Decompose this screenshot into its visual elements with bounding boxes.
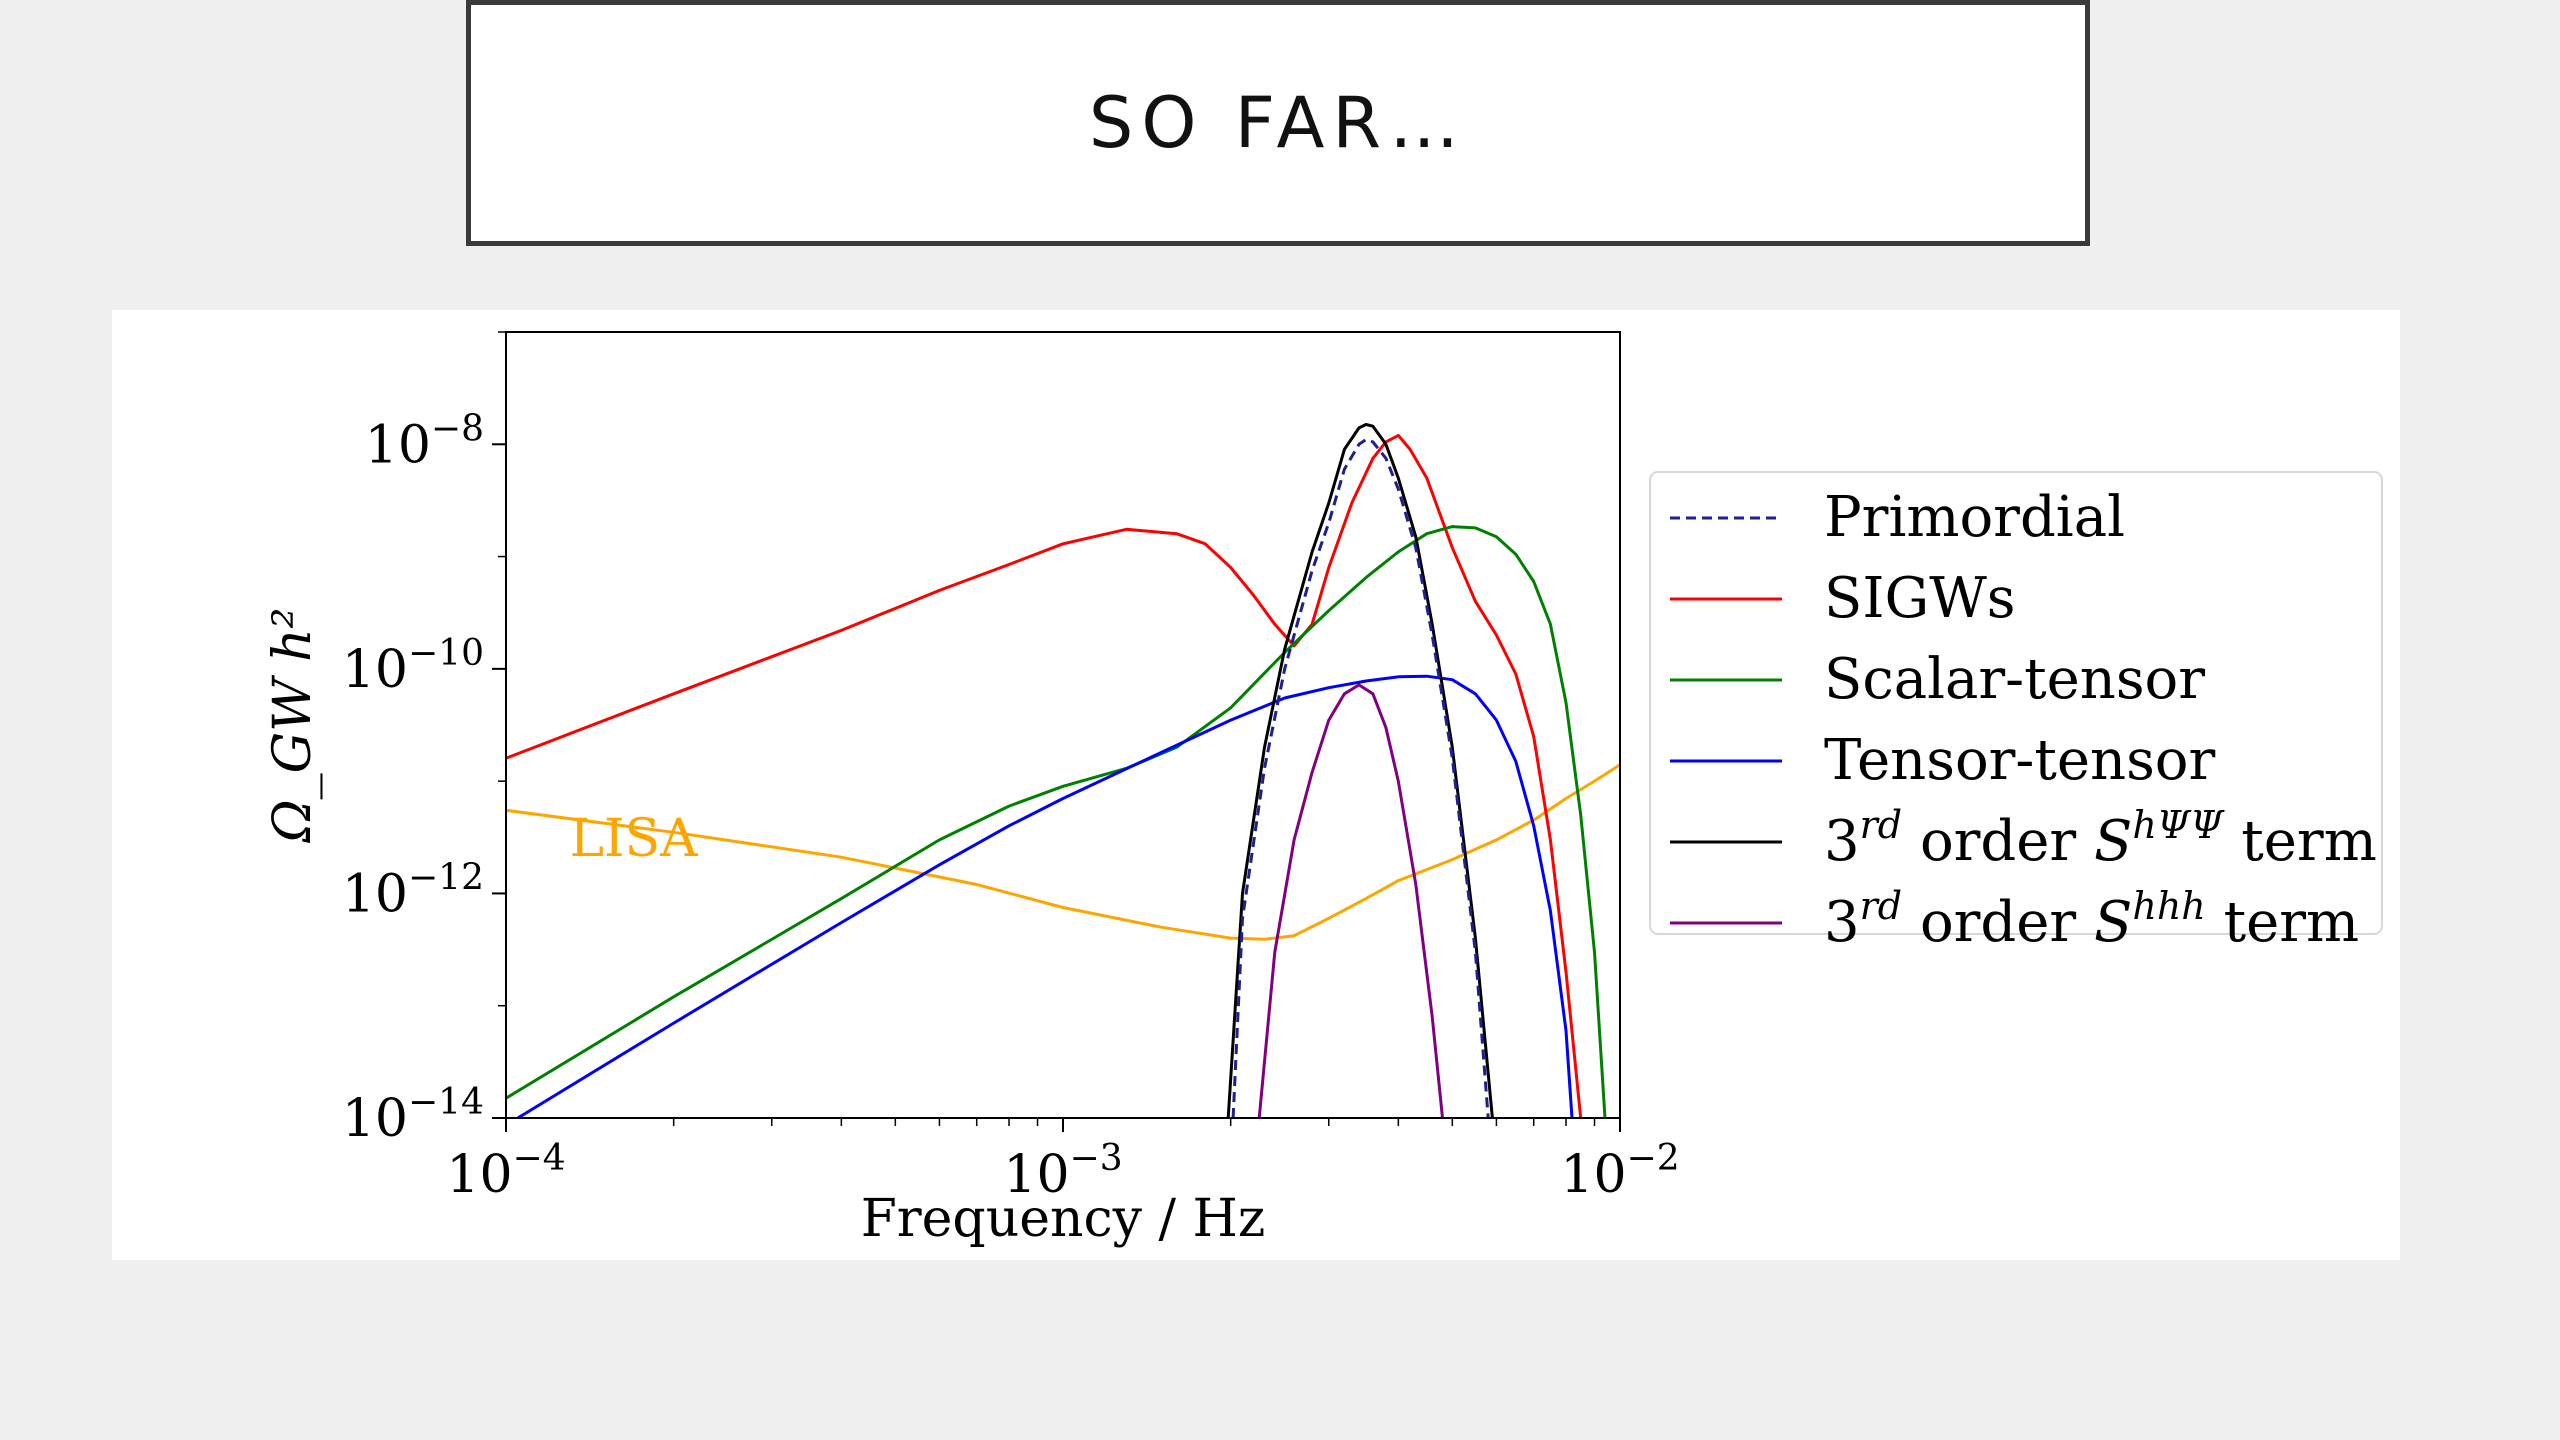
legend: Primordial SIGWs Scalar-tensor Tensor-tenso… bbox=[1649, 471, 2383, 955]
legend-label: 3rd order Shhh term bbox=[1824, 884, 2359, 955]
series-line-sigws bbox=[506, 433, 1583, 1118]
series-line-lisa bbox=[506, 763, 1620, 941]
figure-panel: 10−4 10−3 10−2 10−8 10−10 10−12 10−14 Frequency… bbox=[112, 310, 2400, 1260]
ticks-layer bbox=[492, 331, 1621, 1132]
series-line-3rd-order-shhh-term bbox=[1257, 683, 1444, 1118]
legend-label: Tensor-tensor bbox=[1824, 728, 2216, 793]
legend-label: Primordial bbox=[1824, 485, 2125, 550]
y-axis-label: Ω_GW h² bbox=[263, 608, 323, 844]
legend-label: SIGWs bbox=[1824, 566, 2016, 631]
y-tick-label: 10−12 bbox=[342, 857, 484, 924]
y-tick-label: 10−14 bbox=[342, 1082, 484, 1149]
series-line-3rd-order-sh-term bbox=[1226, 423, 1494, 1118]
x-tick-label: 10−3 bbox=[1003, 1138, 1122, 1205]
plot-frame bbox=[505, 331, 1621, 1119]
labels-layer: 10−4 10−3 10−2 10−8 10−10 10−12 10−14 Frequency… bbox=[263, 408, 1680, 1249]
legend-label: Scalar-tensor bbox=[1824, 647, 2205, 712]
gw-spectrum-chart: 10−4 10−3 10−2 10−8 10−10 10−12 10−14 Frequency… bbox=[263, 331, 2383, 1249]
series-line-tensor-tensor bbox=[517, 674, 1574, 1118]
series-layer bbox=[506, 423, 1620, 1118]
series-line-scalar-tensor bbox=[506, 525, 1607, 1118]
x-tick-label: 10−4 bbox=[446, 1138, 565, 1205]
legend-box bbox=[1649, 471, 2383, 935]
lisa-annotation: LISA bbox=[569, 809, 699, 869]
series-line-primordial bbox=[1231, 438, 1490, 1118]
slide-title-box: SO FAR… bbox=[466, 0, 2090, 246]
x-tick-label: 10−2 bbox=[1560, 1138, 1679, 1205]
y-tick-label: 10−8 bbox=[365, 408, 484, 475]
y-tick-label: 10−10 bbox=[342, 633, 484, 700]
x-axis-label: Frequency / Hz bbox=[861, 1189, 1266, 1249]
legend-label: 3rd order ShΨΨ term bbox=[1824, 803, 2377, 874]
slide-title: SO FAR… bbox=[1088, 82, 1468, 164]
